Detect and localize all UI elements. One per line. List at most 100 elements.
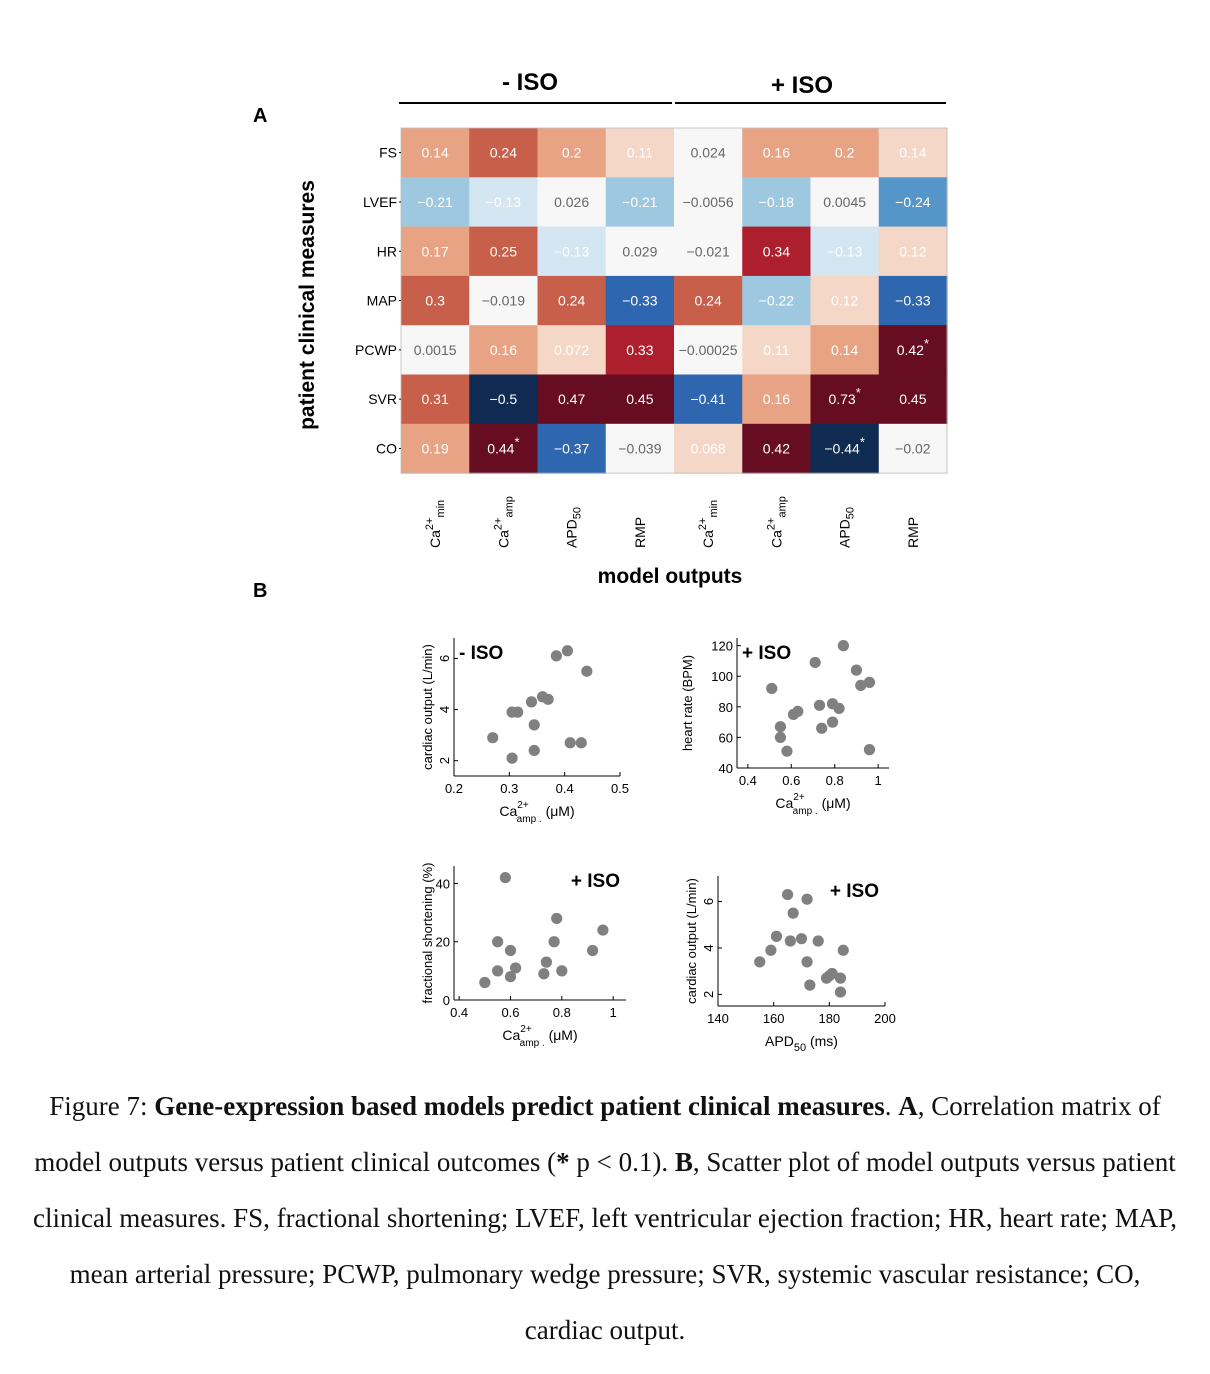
group-label-plus-iso: + ISO [771,72,833,99]
heatmap-column-label: APD50 [564,507,584,548]
scatter-point [538,968,550,980]
heatmap-cell-value: −0.21 [622,194,658,210]
heatmap-cell-value: 0.17 [422,243,449,259]
heatmap-cell [401,275,470,326]
scatter-x-axis-label: Ca2+ amp . (μM) [775,792,850,817]
heatmap-cell-value: 0.44* [487,434,519,456]
scatter-point [809,656,821,669]
scatter-point [597,924,609,936]
figure-graphics: A B - ISO + ISO 0.14 0.24 0.2 0.11 0.024 0.16… [253,69,948,1054]
scatter-point [863,676,876,688]
heatmap-cell-value: −0.33 [895,293,931,309]
scatter-x-tick-label: 180 [818,1011,840,1026]
heatmap-cell [810,374,880,425]
heatmap-cell-value: −0.33 [622,293,658,309]
heatmap-column-label: Ca2+min [424,500,447,548]
scatter-point [542,693,554,705]
scatter-point [770,930,783,942]
scatter-y-axis-label: heart rate (BPM) [680,655,695,751]
scatter-point [492,965,504,977]
heatmap-cell [878,226,948,277]
heatmap-cell-value: −0.21 [417,194,453,210]
heatmap-cell [605,325,675,376]
heatmap-cell [810,325,880,376]
heatmap-cell-value: −0.41 [690,391,726,407]
heatmap-cell-value: 0.47 [558,391,585,407]
scatter-x-tick-label: 0.5 [611,781,629,796]
scatter-y-tick-label: 20 [436,935,450,950]
heatmap-cell-value: 0.16 [763,391,790,407]
scatter-cardiac-output-vs-ca-amp-minus-iso: 0.2 0.3 0.4 0.5 2 4 6 - ISO cardiac output (L/mi… [420,638,629,825]
heatmap-row-label: LVEF [363,194,397,210]
scatter-point [492,936,504,948]
heatmap-cell [401,374,470,425]
heatmap-cell-value: −0.13 [827,243,863,259]
scatter-y-tick-label: 40 [436,876,450,891]
heatmap-cell-value: 0.14 [422,145,449,161]
heatmap-cell-value: 0.16 [763,145,790,161]
heatmap-cell-value: 0.73* [828,385,860,407]
caption-a-label: A [898,1091,918,1121]
heatmap-column-label: RMP [905,517,921,548]
scatter-y-tick-label: 120 [711,639,733,654]
heatmap-cell [469,325,539,376]
heatmap-cell [742,226,812,277]
heatmap-cell-value: −0.24 [895,194,931,210]
heatmap-cell [469,423,539,474]
heatmap-cell-value: −0.22 [759,293,795,309]
scatter-point [804,979,816,991]
heatmap-cell-value: 0.24 [695,293,722,309]
scatter-annotation: + ISO [571,871,620,892]
scatter-point [499,872,511,884]
scatter-x-axis-label: APD50 (ms) [765,1033,838,1054]
heatmap-cell [674,128,743,178]
heatmap-cell [469,226,539,277]
scatter-x-tick-label: 160 [763,1011,785,1026]
scatter-x-axis-label: Ca2+ amp . (μM) [499,800,574,825]
caption-b-label: B [674,1147,693,1177]
heatmap-cell-value: −0.18 [759,194,795,210]
heatmap-column-label: RMP [632,517,648,548]
heatmap-cell-value: 0.42 [763,440,790,456]
scatter-x-tick-label: 200 [874,1011,896,1026]
heatmap-cell-value: 0.25 [490,243,517,259]
heatmap-cell-value: 0.45 [899,391,926,407]
scatter-point [528,719,540,731]
heatmap-cell [674,325,743,376]
heatmap-cell-value: 0.3 [425,293,445,309]
heatmap-cell [742,275,812,326]
scatter-heart-rate-vs-ca-amp-plus-iso: 0.4 0.6 0.8 1 40 60 80 100 120 + ISO heart rate (B… [680,638,889,817]
scatter-point [754,956,766,968]
scatter-x-tick-label: 0.3 [500,781,518,796]
figure-caption: Figure 7: Gene-expression based models p… [30,1078,1180,1358]
scatter-point [487,732,499,744]
scatter-x-tick-label: 0.8 [826,773,844,788]
heatmap-cell-value: 0.0015 [414,342,457,358]
scatter-y-tick-label: 6 [701,898,716,905]
heatmap-cell [605,177,675,228]
heatmap-cell-value: 0.14 [831,342,858,358]
heatmap-cell [742,128,812,178]
heatmap-cell [605,226,675,277]
heatmap-cell [878,325,948,376]
heatmap-cell-value: 0.12 [831,293,858,309]
heatmap-cell-value: 0.31 [422,391,449,407]
scatter-x-tick-label: 0.4 [739,773,757,788]
scatter-x-tick-label: 1 [875,773,882,788]
heatmap-cell-value: 0.12 [899,243,926,259]
heatmap-cell-value: 0.33 [626,342,653,358]
scatter-point [512,706,524,718]
scatter-x-tick-label: 0.6 [782,773,800,788]
panel-b-label: B [253,580,267,602]
heatmap-cell [810,226,880,277]
heatmap-cell-value: 0.024 [691,145,726,161]
heatmap-cell [878,128,948,178]
caption-figure-label: Figure 7: [49,1091,155,1121]
heatmap-cell [537,226,607,277]
heatmap-cell [878,423,948,474]
scatter-y-tick-label: 2 [701,991,716,998]
heatmap-cell [878,275,948,326]
heatmap-cell [674,226,743,277]
heatmap-cell [537,275,607,326]
group-label-minus-iso: - ISO [502,69,558,96]
